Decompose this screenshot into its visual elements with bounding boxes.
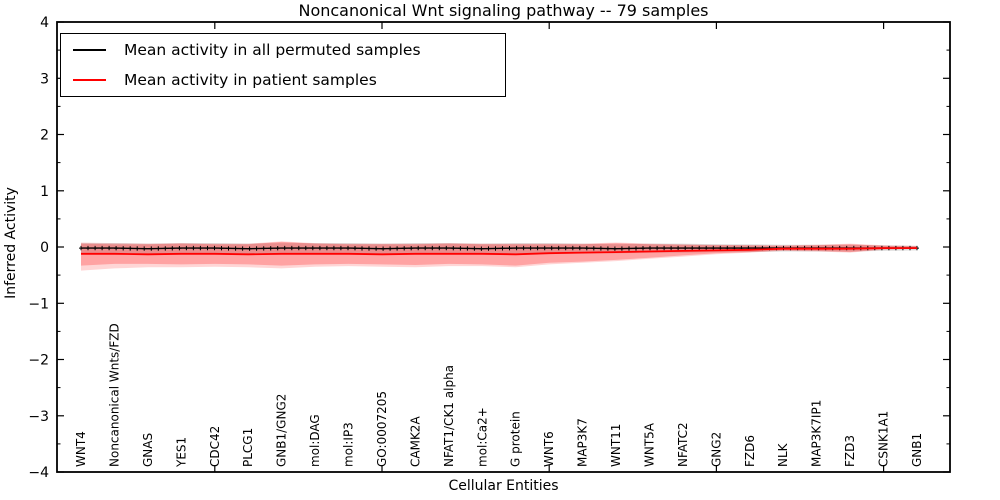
x-category-label: GO:0007205 [375, 391, 389, 467]
x-category-label: CSNK1A1 [877, 411, 891, 467]
legend-item-permuted: Mean activity in all permuted samples [73, 37, 505, 63]
x-category-label: GNB1/GNG2 [275, 394, 289, 467]
x-category-label: NFATC2 [676, 422, 690, 467]
x-category-label: mol:Ca2+ [475, 407, 489, 467]
x-category-label: MAP3K7IP1 [810, 400, 824, 467]
y-tick-label: 3 [40, 71, 49, 87]
y-tick-label: 4 [40, 15, 49, 31]
chart-title: Noncanonical Wnt signaling pathway -- 79… [298, 1, 709, 20]
y-tick-label: 1 [40, 184, 49, 200]
y-tick-label: −1 [28, 296, 49, 312]
x-category-label: WNT4 [74, 431, 88, 467]
legend-label: Mean activity in all permuted samples [124, 41, 421, 60]
legend-item-patient: Mean activity in patient samples [73, 67, 505, 93]
x-category-label: YES1 [174, 437, 188, 468]
x-category-label: G protein [509, 411, 523, 467]
legend-label: Mean activity in patient samples [124, 70, 377, 89]
x-category-label: GNG2 [709, 432, 723, 467]
x-category-label: WNT5A [643, 422, 657, 467]
legend-box: Mean activity in all permuted samples Me… [60, 33, 506, 97]
y-axis-label: Inferred Activity [3, 187, 19, 299]
y-tick-label: −2 [28, 353, 49, 369]
x-category-label: CDC42 [208, 426, 222, 467]
x-category-label: FZD3 [843, 435, 857, 467]
x-category-label: FZD6 [743, 435, 757, 467]
x-category-label: GNB1 [910, 433, 924, 467]
x-category-label: NFAT1/CK1 alpha [442, 365, 456, 467]
x-category-label: Noncanonical Wnts/FZD [107, 323, 121, 467]
y-tick-label: −3 [28, 409, 49, 425]
x-category-label: WNT6 [542, 431, 556, 467]
x-category-label: PLCG1 [241, 428, 255, 467]
patient-mean-line [81, 247, 917, 256]
legend-line-sample-black [73, 49, 106, 52]
x-category-label: NLK [776, 442, 790, 467]
y-tick-label: −4 [28, 465, 49, 481]
x-category-label: WNT11 [609, 424, 623, 467]
x-category-label: mol:IP3 [342, 422, 356, 467]
x-category-label: MAP3K7 [576, 418, 590, 467]
x-axis-label: Cellular Entities [448, 478, 559, 494]
legend-line-sample-red [73, 78, 106, 81]
x-category-label: mol:DAG [308, 414, 322, 467]
y-tick-label: 0 [40, 240, 49, 256]
x-category-label: GNAS [141, 433, 155, 467]
x-category-label: CAMK2A [408, 416, 422, 467]
y-tick-label: 2 [40, 128, 49, 144]
